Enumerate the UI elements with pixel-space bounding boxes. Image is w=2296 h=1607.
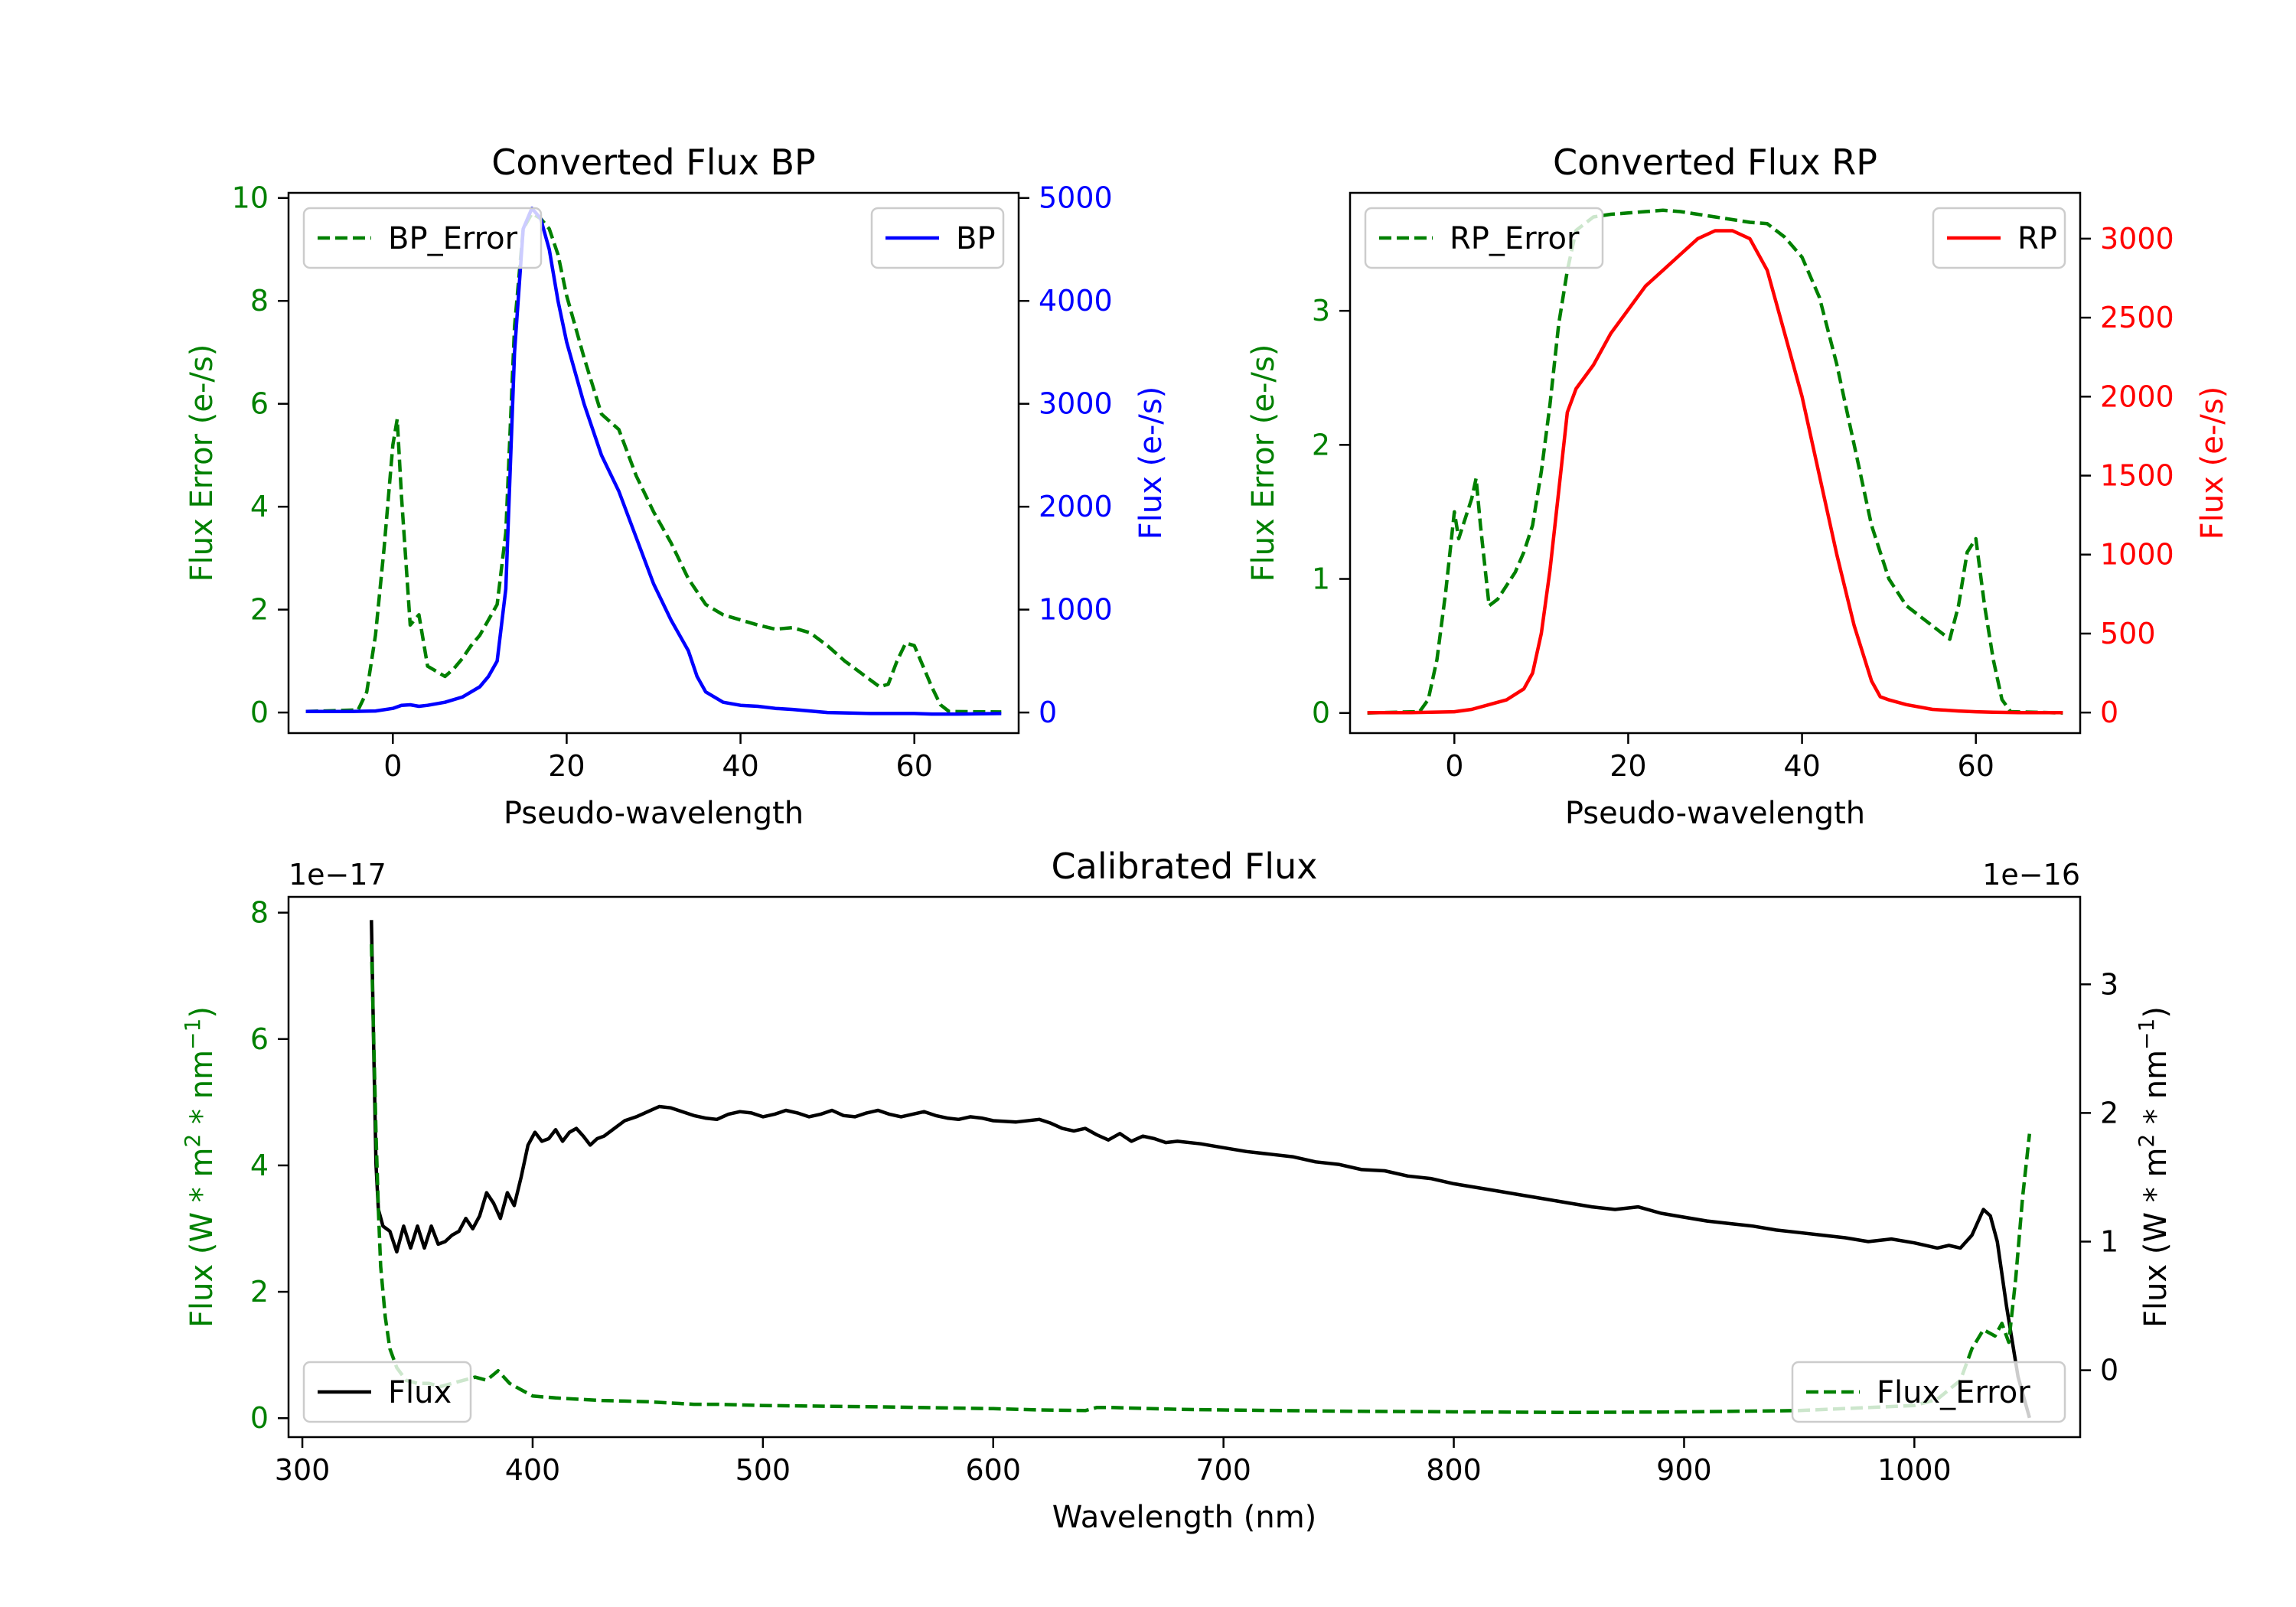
x-tick-label: 800 bbox=[1426, 1453, 1482, 1487]
legend-box bbox=[302, 207, 543, 269]
left-tick-label: 6 bbox=[250, 1022, 269, 1056]
x-tick-label: 900 bbox=[1656, 1453, 1712, 1487]
right-axis-label: Flux (W * m2 * nm−1) bbox=[2134, 1006, 2174, 1328]
chart-cal: 300 400 500 600 700 800 900 1000 0 2 4 6 8 0 1 2 3 Calibr… bbox=[180, 846, 2174, 1535]
legend-rp-error: RP_Error bbox=[1364, 207, 1604, 269]
legend-label: BP bbox=[956, 221, 996, 256]
plot-area-bp bbox=[305, 206, 1002, 716]
left-tick-label: 2 bbox=[1312, 428, 1330, 461]
right-tick-label: 5000 bbox=[1039, 181, 1113, 215]
right-tick-label: 2500 bbox=[2100, 301, 2174, 334]
legend-bp: BP bbox=[870, 207, 1005, 269]
left-tick-label: 8 bbox=[250, 284, 269, 318]
x-tick-label: 60 bbox=[896, 749, 933, 783]
legend-label: RP bbox=[2017, 221, 2057, 256]
x-tick-label: 600 bbox=[965, 1453, 1021, 1487]
legend-rp: RP bbox=[1932, 207, 2066, 269]
axes-frame-cal bbox=[287, 895, 2082, 1439]
x-tick-label: 20 bbox=[548, 749, 585, 783]
left-axis-label: Flux Error (e-/s) bbox=[184, 344, 220, 582]
left-tick-label: 2 bbox=[250, 593, 269, 627]
left-tick-label: 8 bbox=[250, 896, 269, 930]
left-tick-label: 6 bbox=[250, 387, 269, 421]
legend-flux-error: Flux_Error bbox=[1791, 1361, 2066, 1423]
x-tick-label: 0 bbox=[383, 749, 402, 783]
right-tick-label: 0 bbox=[2100, 696, 2118, 729]
left-axis-label: Flux Error (e-/s) bbox=[1246, 344, 1281, 582]
right-axis-label: Flux (e-/s) bbox=[1133, 386, 1169, 539]
legend-flux: Flux bbox=[302, 1361, 472, 1423]
x-tick-label: 0 bbox=[1445, 749, 1463, 783]
right-tick-label: 1000 bbox=[2100, 538, 2174, 572]
plot-area-rp bbox=[1367, 208, 2063, 715]
x-axis-label: Pseudo-wavelength bbox=[1565, 796, 1865, 831]
right-tick-label: 3000 bbox=[2100, 222, 2174, 256]
left-axis-label: Flux (W * m2 * nm−1) bbox=[180, 1006, 220, 1328]
x-tick-label: 500 bbox=[735, 1453, 791, 1487]
legend-label: Flux bbox=[388, 1375, 452, 1410]
left-tick-label: 4 bbox=[250, 1149, 269, 1182]
right-tick-label: 0 bbox=[1039, 696, 1057, 729]
legend-box bbox=[1791, 1361, 2066, 1423]
right-tick-label: 0 bbox=[2100, 1354, 2118, 1387]
right-tick-label: 3000 bbox=[1039, 387, 1113, 421]
left-tick-label: 4 bbox=[250, 490, 269, 523]
chart-title: Calibrated Flux bbox=[1052, 846, 1318, 887]
left-tick-label: 0 bbox=[1312, 696, 1330, 730]
x-tick-label: 400 bbox=[505, 1453, 561, 1487]
legend-label: Flux_Error bbox=[1877, 1375, 2030, 1410]
left-tick-label: 2 bbox=[250, 1275, 269, 1309]
series-rp-error bbox=[1367, 208, 2063, 715]
left-tick-label: 0 bbox=[250, 696, 269, 729]
chart-title: Converted Flux RP bbox=[1553, 142, 1877, 183]
x-tick-label: 300 bbox=[275, 1453, 331, 1487]
legend-box bbox=[1364, 207, 1604, 269]
series-bp bbox=[305, 206, 1002, 716]
right-tick-label: 2000 bbox=[1039, 490, 1113, 523]
right-tick-label: 1 bbox=[2100, 1224, 2118, 1258]
left-tick-label: 0 bbox=[250, 1401, 269, 1435]
x-tick-label: 700 bbox=[1195, 1453, 1251, 1487]
x-axis-label: Wavelength (nm) bbox=[1052, 1500, 1317, 1535]
x-tick-label: 20 bbox=[1609, 749, 1646, 783]
x-tick-label: 60 bbox=[1958, 749, 1994, 783]
chart-rp: 0 20 40 60 0 1 2 3 0 500 1000 1500 2000 2500 3000 Conve… bbox=[1246, 142, 2230, 831]
right-tick-label: 2000 bbox=[2100, 380, 2174, 413]
legend-label: RP_Error bbox=[1450, 221, 1580, 256]
right-offset-text: 1e−16 bbox=[1982, 858, 2080, 892]
right-axis-label: Flux (e-/s) bbox=[2195, 386, 2230, 539]
right-tick-label: 4000 bbox=[1039, 284, 1113, 318]
right-tick-label: 1000 bbox=[1039, 593, 1113, 627]
right-tick-label: 500 bbox=[2100, 617, 2156, 650]
left-tick-label: 3 bbox=[1312, 294, 1330, 328]
left-tick-label: 10 bbox=[232, 181, 269, 215]
x-axis-label: Pseudo-wavelength bbox=[504, 796, 804, 831]
right-tick-label: 1500 bbox=[2100, 459, 2174, 493]
axes-frame-rp bbox=[1349, 191, 2082, 735]
left-offset-text: 1e−17 bbox=[289, 858, 386, 892]
chart-title: Converted Flux BP bbox=[491, 142, 816, 183]
x-tick-label: 1000 bbox=[1877, 1453, 1952, 1487]
series-bp-error bbox=[305, 211, 1002, 714]
legend-label: BP_Error bbox=[388, 221, 518, 256]
right-tick-label: 3 bbox=[2100, 967, 2118, 1001]
series-flux bbox=[370, 920, 2031, 1419]
x-tick-label: 40 bbox=[722, 749, 758, 783]
x-tick-label: 40 bbox=[1783, 749, 1820, 783]
right-tick-label: 2 bbox=[2100, 1096, 2118, 1129]
legend-bp-error: BP_Error bbox=[302, 207, 543, 269]
chart-bp: 0 20 40 60 0 2 4 6 8 10 0 1000 2000 3000 4000 5000 Conve… bbox=[184, 142, 1169, 831]
legend-box bbox=[302, 1361, 472, 1423]
axes-frame-bp bbox=[287, 191, 1020, 735]
series-rp bbox=[1367, 229, 2063, 715]
left-tick-label: 1 bbox=[1312, 562, 1330, 596]
